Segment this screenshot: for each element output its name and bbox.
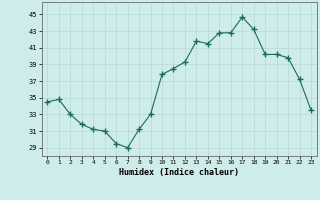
X-axis label: Humidex (Indice chaleur): Humidex (Indice chaleur) — [119, 168, 239, 177]
